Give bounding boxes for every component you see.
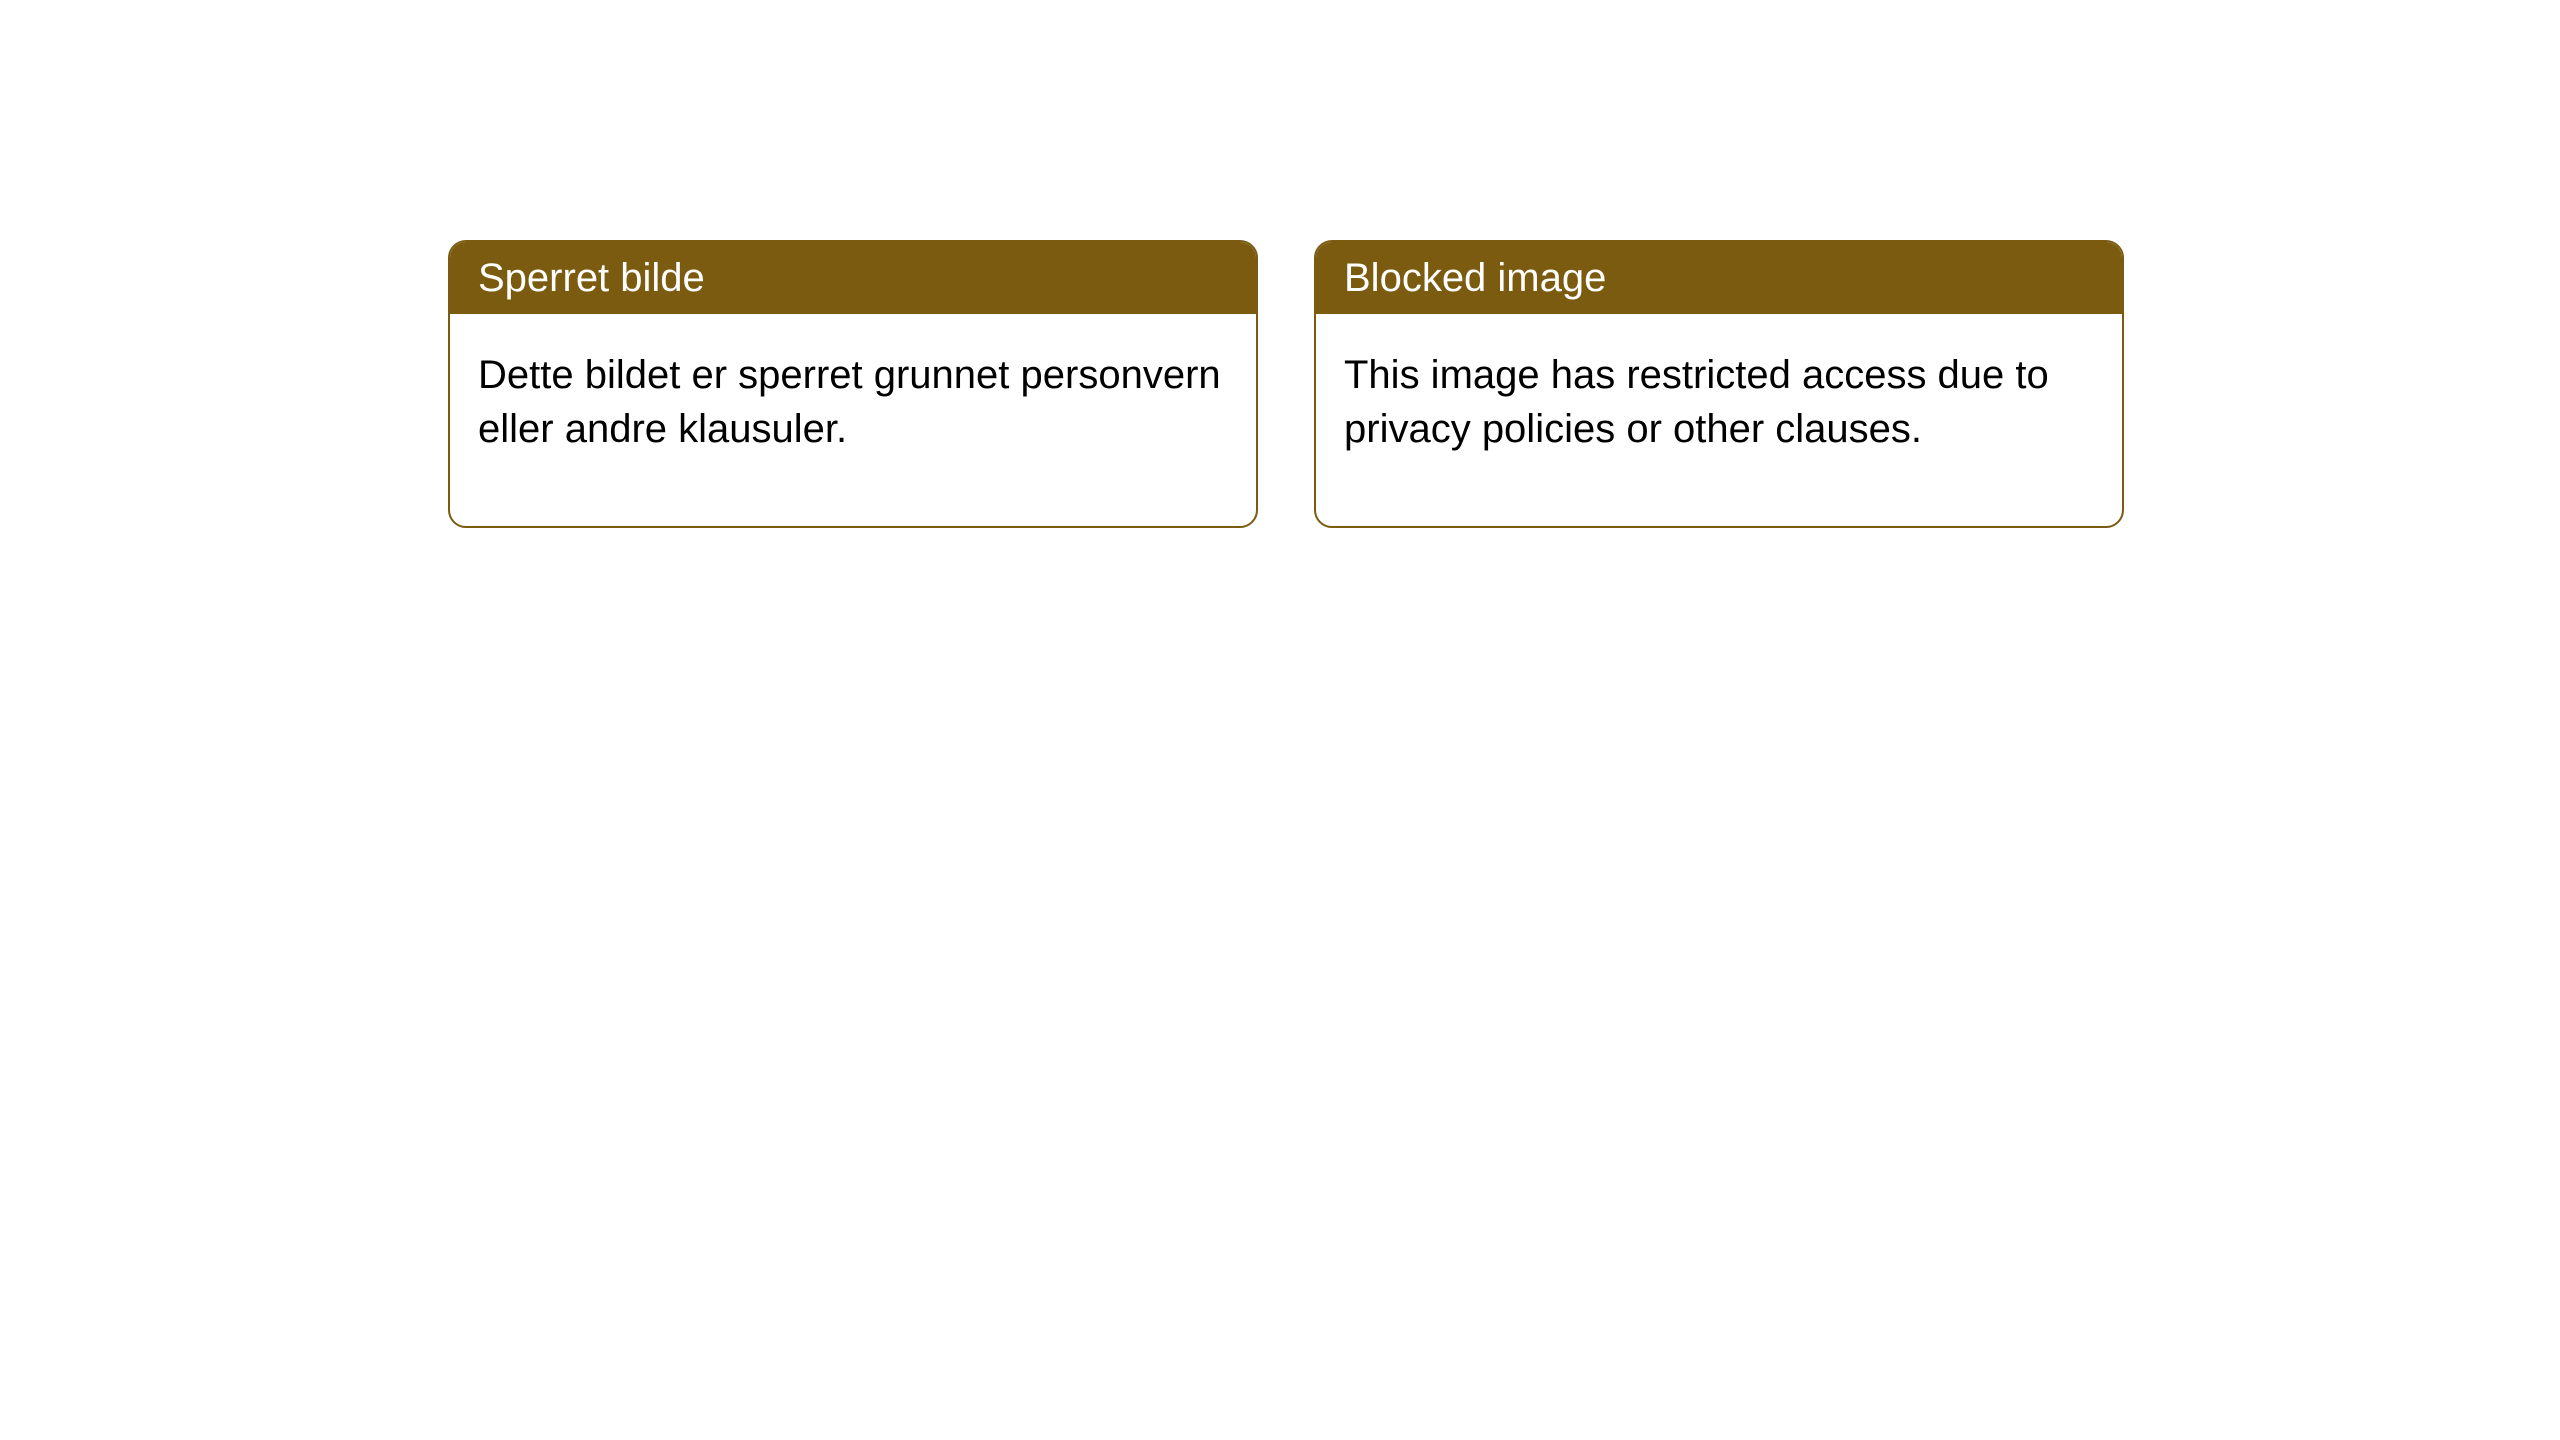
notice-body-no: Dette bildet er sperret grunnet personve… bbox=[450, 314, 1256, 526]
notice-body-en: This image has restricted access due to … bbox=[1316, 314, 2122, 526]
notice-box-no: Sperret bilde Dette bildet er sperret gr… bbox=[448, 240, 1258, 528]
notice-header-en: Blocked image bbox=[1316, 242, 2122, 314]
notice-box-en: Blocked image This image has restricted … bbox=[1314, 240, 2124, 528]
notice-container: Sperret bilde Dette bildet er sperret gr… bbox=[448, 240, 2124, 528]
notice-header-no: Sperret bilde bbox=[450, 242, 1256, 314]
